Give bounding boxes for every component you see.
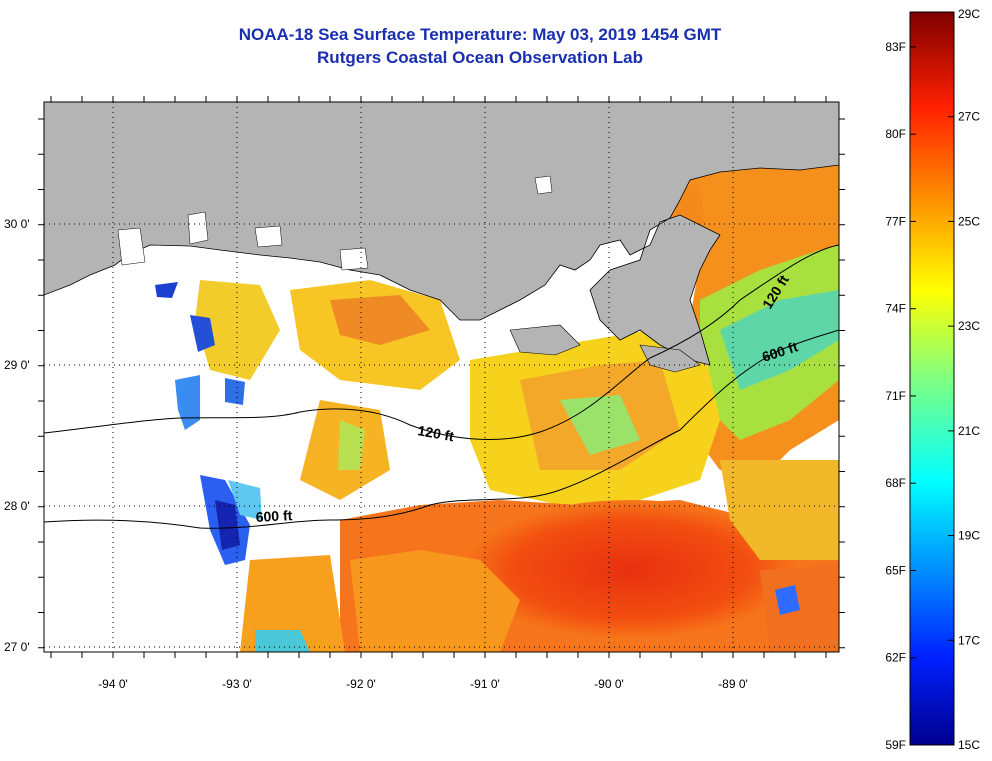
- graticule: [44, 102, 839, 652]
- lon-tick-label: -94 0': [98, 677, 128, 691]
- fahrenheit-label: 59F: [885, 738, 906, 752]
- map-title: NOAA-18 Sea Surface Temperature: May 03,…: [238, 25, 722, 44]
- colorbar: [909, 11, 955, 746]
- lon-tick-label: -92 0': [346, 677, 376, 691]
- lon-tick-label: -89 0': [718, 677, 748, 691]
- fahrenheit-label: 80F: [885, 127, 906, 141]
- celsius-scale: 29C 27C 25C 23C 21C 19C 17C 15C: [958, 7, 980, 752]
- lon-tick-label: -90 0': [594, 677, 624, 691]
- lon-tick-label: -93 0': [222, 677, 252, 691]
- lat-tick-label: 29 0': [4, 358, 30, 372]
- celsius-label: 27C: [958, 110, 980, 124]
- celsius-label: 25C: [958, 214, 980, 228]
- fahrenheit-label: 62F: [885, 651, 906, 665]
- fahrenheit-label: 71F: [885, 389, 906, 403]
- fahrenheit-label: 65F: [885, 563, 906, 577]
- celsius-label: 29C: [958, 7, 980, 21]
- contour-label-600ft: 600 ft: [255, 507, 293, 525]
- fahrenheit-label: 74F: [885, 302, 906, 316]
- lon-tick-label: -91 0': [470, 677, 500, 691]
- land: [44, 102, 839, 366]
- celsius-label: 19C: [958, 529, 980, 543]
- longitude-axis: -94 0' -93 0' -92 0' -91 0' -90 0' -89 0…: [98, 677, 748, 691]
- lat-tick-label: 28 0': [4, 499, 30, 513]
- map-frame: [43, 101, 840, 653]
- contour-label-120ft: 120 ft: [416, 422, 455, 444]
- map-layers: [44, 102, 839, 652]
- fahrenheit-label: 68F: [885, 476, 906, 490]
- map-subtitle: Rutgers Coastal Ocean Observation Lab: [317, 48, 643, 67]
- bathymetry-contours: [44, 244, 839, 529]
- lat-tick-label: 30 0': [4, 217, 30, 231]
- lat-tick-label: 27 0': [4, 640, 30, 654]
- axis-ticks: [38, 96, 845, 658]
- celsius-label: 21C: [958, 424, 980, 438]
- fahrenheit-label: 77F: [885, 214, 906, 228]
- colorbar-ticks: [910, 11, 954, 746]
- celsius-label: 23C: [958, 319, 980, 333]
- fahrenheit-scale: 83F 80F 77F 74F 71F 68F 65F 62F 59F: [885, 40, 906, 752]
- latitude-axis: 30 0' 29 0' 28 0' 27 0': [4, 217, 30, 654]
- celsius-label: 17C: [958, 633, 980, 647]
- fahrenheit-label: 83F: [885, 40, 906, 54]
- celsius-label: 15C: [958, 738, 980, 752]
